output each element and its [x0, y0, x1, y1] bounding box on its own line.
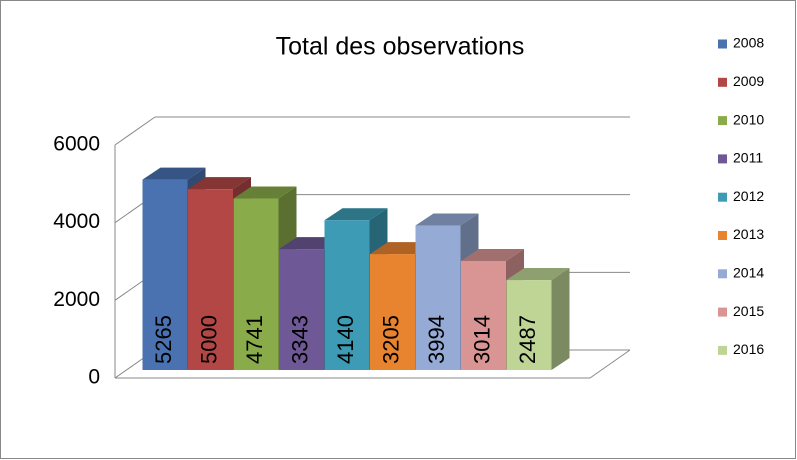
legend-swatch [718, 192, 727, 202]
bar-top [233, 186, 297, 199]
legend-label: 2015 [733, 303, 764, 319]
bar-top [461, 248, 524, 261]
bar [279, 249, 324, 370]
data-label: 5000 [196, 315, 221, 364]
legend-swatch [718, 345, 727, 355]
bar-top [415, 213, 479, 226]
data-label: 3014 [469, 315, 494, 364]
legend-label: 2011 [733, 150, 763, 166]
legend-label: 2016 [733, 341, 764, 357]
data-label: 4741 [242, 315, 267, 364]
grid-line [114, 116, 156, 146]
legend-label: 2014 [733, 265, 764, 281]
legend-label: 2010 [733, 111, 764, 127]
floor-edge [589, 349, 631, 379]
legend-swatch [718, 116, 727, 126]
chart-title: Total des observations [276, 33, 525, 61]
bar-top-shade [506, 268, 570, 281]
y-tick-label: 4000 [53, 210, 100, 233]
bar-side [551, 268, 570, 370]
bar [370, 254, 415, 370]
bar-top-shade [415, 213, 479, 226]
legend-label: 2008 [733, 35, 764, 51]
bar-top-shade [233, 186, 297, 199]
bar [415, 225, 461, 370]
legend-label: 2013 [733, 226, 764, 242]
legend-swatch [718, 39, 727, 49]
y-tick-label: 0 [88, 366, 100, 389]
data-label: 3205 [378, 315, 403, 364]
legend-swatch [718, 231, 727, 240]
bar-top-shade [142, 167, 206, 180]
legend-label: 2012 [733, 188, 764, 204]
data-label: 3994 [424, 315, 449, 364]
bar-top-shade [324, 208, 388, 221]
bar-side-shade [551, 268, 570, 370]
bar [233, 198, 279, 370]
bar-top [142, 167, 206, 180]
legend-swatch [718, 269, 727, 279]
legend-label: 2009 [733, 73, 764, 89]
bar [506, 280, 552, 370]
y-tick-label: 2000 [53, 288, 100, 311]
legend-swatch [718, 77, 727, 87]
legend-swatch [718, 307, 727, 317]
bar-top-shade [188, 177, 251, 190]
bar [142, 179, 188, 370]
bar [461, 260, 506, 370]
data-label: 3343 [287, 315, 312, 364]
data-label: 2487 [515, 315, 540, 364]
legend-swatch [718, 154, 727, 164]
data-label: 5265 [151, 315, 176, 364]
data-label: 4140 [333, 315, 358, 364]
bar-top [188, 177, 251, 190]
bar-top [506, 268, 570, 281]
bar [324, 220, 370, 370]
bar [188, 189, 233, 370]
bar-top-shade [461, 248, 524, 261]
bar-top [324, 208, 388, 221]
y-tick-label: 6000 [53, 133, 100, 156]
